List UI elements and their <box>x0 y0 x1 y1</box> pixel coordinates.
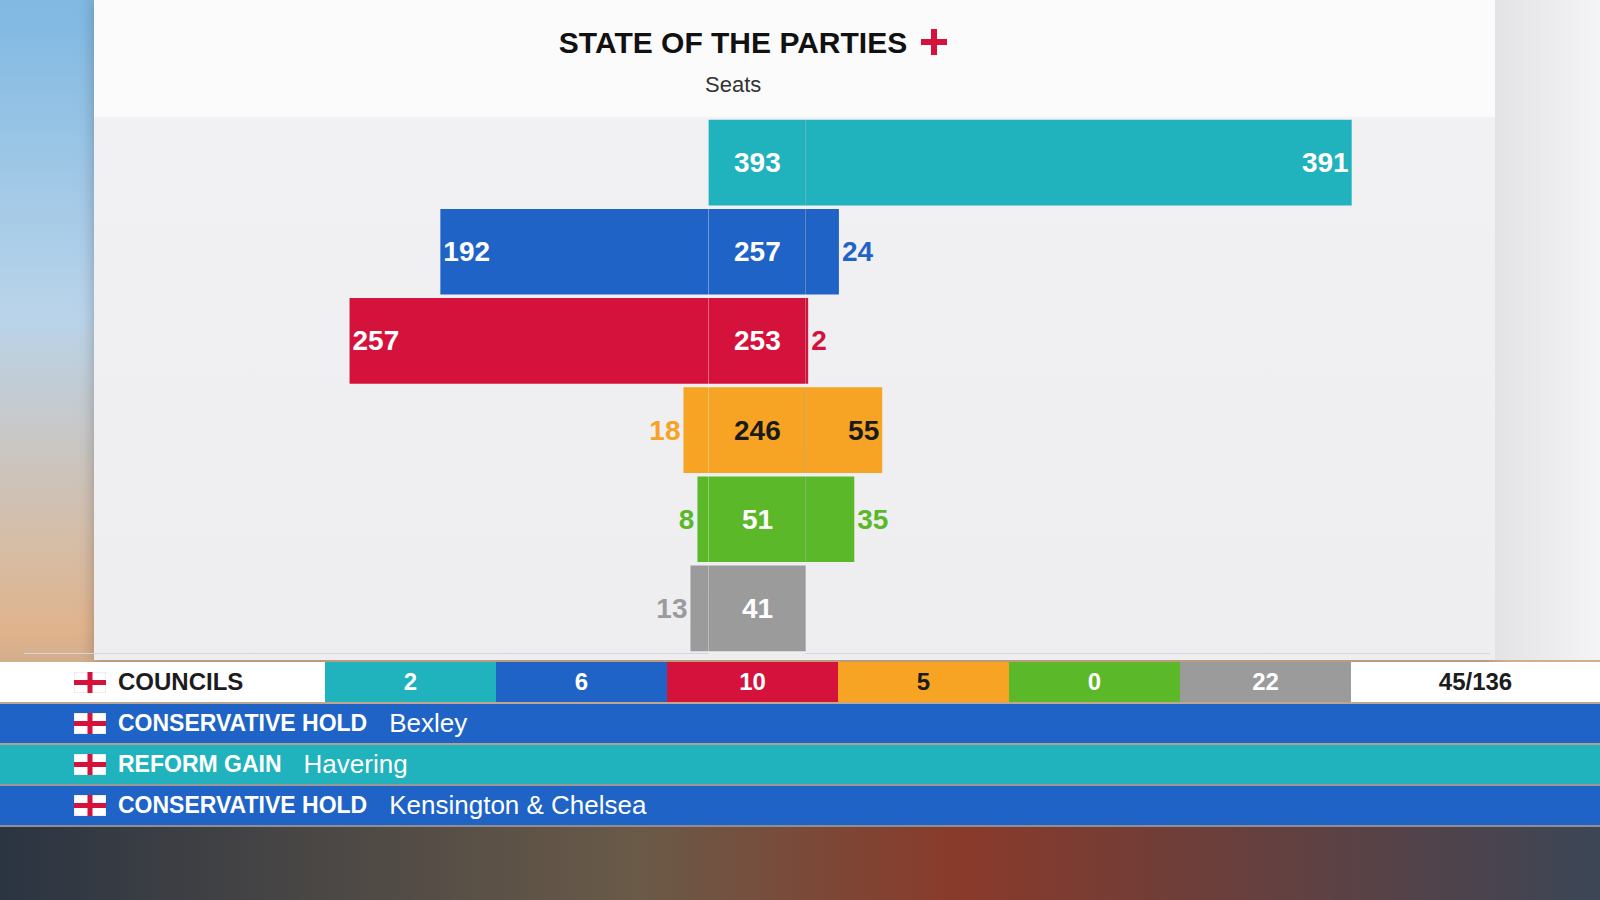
svg-text:13: 13 <box>656 593 687 624</box>
html-text:5: 5 <box>916 668 931 695</box>
svg-text:2: 2 <box>811 325 827 356</box>
svg-text:51: 51 <box>742 504 773 535</box>
svg-text:35: 35 <box>857 504 888 535</box>
svg-text:18: 18 <box>649 415 680 446</box>
svg-text:41: 41 <box>742 593 773 624</box>
html-text:10: 10 <box>739 668 766 695</box>
html-text:Kensington & Chelsea: Kensington & Chelsea <box>389 790 647 820</box>
svg-text:246: 246 <box>734 415 781 446</box>
svg-text:192: 192 <box>443 236 490 267</box>
svg-text:393: 393 <box>734 147 781 178</box>
svg-text:STATE OF THE PARTIES: STATE OF THE PARTIES <box>559 26 907 59</box>
html-text:Bexley: Bexley <box>389 708 468 738</box>
html-text:CONSERVATIVE HOLD: CONSERVATIVE HOLD <box>118 792 368 818</box>
html-text:CONSERVATIVE HOLD: CONSERVATIVE HOLD <box>118 710 368 736</box>
svg-text:257: 257 <box>734 236 781 267</box>
html-text:6: 6 <box>574 668 589 695</box>
svg-text:55: 55 <box>848 415 879 446</box>
html-text:0: 0 <box>1087 668 1102 695</box>
svg-text:24: 24 <box>842 236 874 267</box>
html-text:22: 22 <box>1252 668 1279 695</box>
svg-text:391: 391 <box>1302 147 1349 178</box>
html-text:45/136: 45/136 <box>1438 668 1513 695</box>
html-text:Havering: Havering <box>303 749 408 779</box>
html-text:COUNCILS: COUNCILS <box>118 668 244 695</box>
svg-text:8: 8 <box>679 504 695 535</box>
html-text:2: 2 <box>403 668 418 695</box>
svg-text:253: 253 <box>734 325 781 356</box>
svg-text:257: 257 <box>353 325 400 356</box>
html-text:REFORM GAIN: REFORM GAIN <box>118 751 282 777</box>
svg-text:Seats: Seats <box>705 72 761 97</box>
